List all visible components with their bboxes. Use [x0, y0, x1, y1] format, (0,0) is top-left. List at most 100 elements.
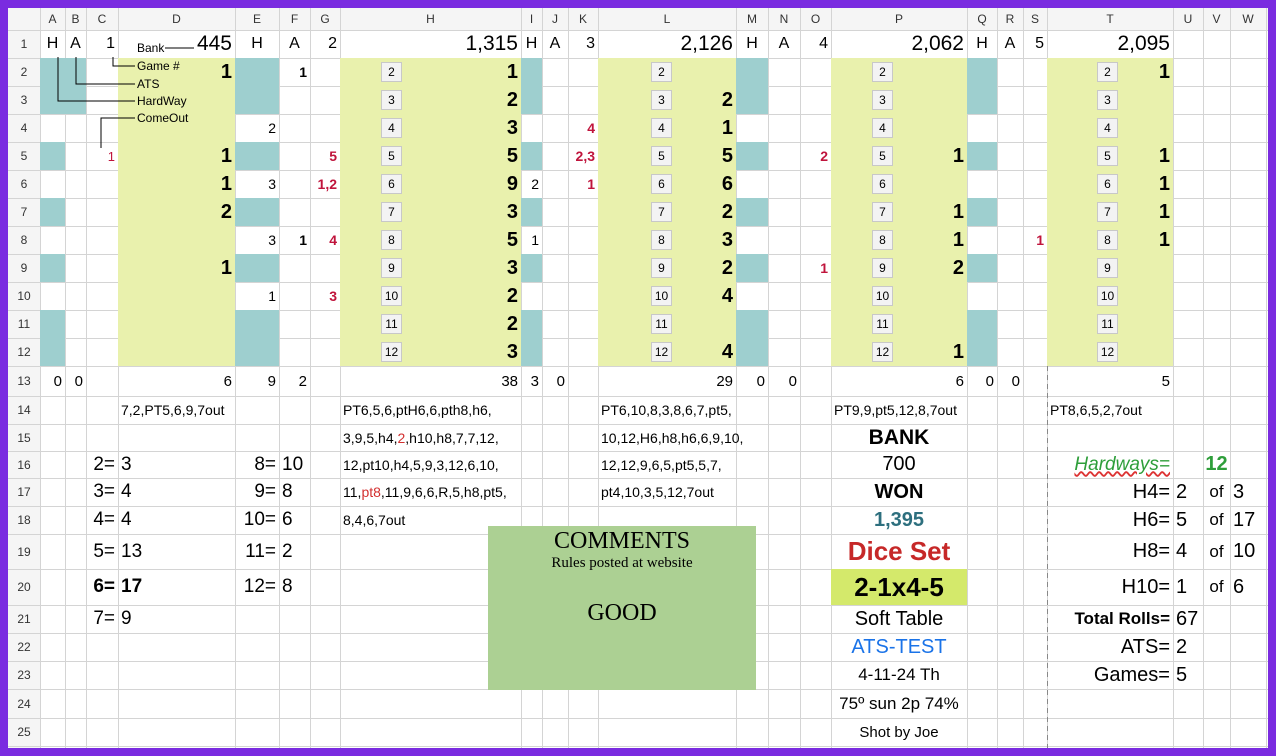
point-label: 7 [1097, 202, 1118, 222]
cell: 1 [106, 35, 115, 52]
cell: 4-11-24 Th [858, 665, 940, 684]
cell-text-part: 2 [397, 429, 406, 446]
cell: 11= [245, 540, 276, 562]
point-label: 11 [381, 314, 402, 334]
cell: 2 [298, 372, 307, 390]
point-label: 12 [1097, 342, 1118, 362]
point-label: 10 [651, 286, 672, 306]
cell: 5 [506, 144, 518, 167]
cell: 3 [506, 256, 518, 279]
row-header: 13 [17, 374, 31, 388]
hardway-cell-bg [235, 254, 279, 282]
point-label: 2 [651, 62, 672, 82]
cell: PT6,10,8,3,8,6,7,pt5, [601, 402, 732, 418]
cell: 10,12,H6,h8,h6,6,9,10, [601, 429, 744, 446]
point-label: 6 [381, 174, 402, 194]
hardway-cell-bg [736, 338, 768, 366]
cell: 3= [93, 481, 115, 502]
cell: of [1209, 510, 1224, 529]
point-label: 8 [651, 230, 672, 250]
point-label: 7 [651, 202, 672, 222]
column-header: S [1030, 12, 1039, 26]
cell: 2,3 [575, 148, 595, 164]
column-header: R [1005, 12, 1015, 26]
cell: H10= [1121, 575, 1170, 598]
comments-text: GOOD [587, 600, 657, 626]
cell: 2 [1176, 635, 1188, 658]
cell: 1 [721, 116, 733, 139]
column-header: B [71, 12, 80, 26]
row-header: 18 [17, 513, 31, 527]
cell: 6 [955, 372, 964, 390]
cell: 2,062 [911, 32, 964, 55]
comments-subtitle: Rules posted at website [551, 555, 693, 571]
hardway-cell-bg [736, 310, 768, 338]
point-label: 4 [872, 118, 893, 138]
bank-label: Bank [137, 41, 165, 55]
cell: BANK [868, 425, 930, 449]
cell: Soft Table [854, 607, 944, 630]
column-header: G [320, 12, 330, 26]
cell: 17 [1233, 508, 1256, 531]
cell-text-part: pt8 [361, 484, 381, 500]
cell: 1 [1158, 228, 1170, 251]
cell: of [1209, 482, 1224, 501]
cell: pt4,10,3,5,12,7out [601, 484, 714, 500]
hardway-cell-bg [967, 338, 997, 366]
cell: 1 [952, 340, 964, 363]
cell: H4= [1132, 480, 1170, 503]
cell: 1 [587, 176, 595, 192]
cell: 12 [1205, 453, 1228, 475]
cell: 9 [267, 372, 276, 390]
cell: 2 [268, 120, 276, 136]
cell: of [1209, 577, 1224, 596]
cell: 1 [1176, 575, 1188, 598]
cell: 1 [506, 60, 518, 83]
cell: 12,pt10,h4,5,9,3,12,6,10, [343, 456, 499, 473]
point-label: 4 [651, 118, 672, 138]
cell: WON [874, 480, 924, 503]
row-header-bar [8, 8, 40, 748]
hardway-cell-bg [967, 310, 997, 338]
cell: 6 [282, 509, 293, 530]
point-label: 8 [872, 230, 893, 250]
cell: 1 [952, 228, 964, 251]
cell: 4 [721, 340, 733, 363]
cell: 10= [243, 509, 276, 530]
cell: 1 [220, 256, 232, 279]
row-header: 21 [17, 612, 31, 626]
point-label: 6 [1097, 174, 1118, 194]
cell: 1,2 [317, 176, 337, 192]
row-header: 3 [20, 93, 28, 107]
point-label: 6 [651, 174, 672, 194]
hardway-cell-bg [40, 86, 65, 114]
cell: H6= [1132, 508, 1170, 531]
cell: 8= [254, 453, 276, 475]
cell: 10 [1233, 540, 1256, 562]
hardway-cell-bg [521, 86, 542, 114]
cell: 5 [329, 148, 337, 164]
column-header: C [97, 12, 107, 26]
point-label: 6 [872, 174, 893, 194]
point-label: 10 [381, 286, 402, 306]
cell: 1 [268, 288, 276, 304]
point-label: 10 [1097, 286, 1118, 306]
point-label: 7 [381, 202, 402, 222]
cell: 5 [1176, 508, 1188, 531]
cell: 4 [121, 481, 132, 502]
cell: 6= [93, 576, 115, 597]
game-block-bg [831, 58, 967, 366]
point-label: 9 [651, 258, 672, 278]
cell: 1 [299, 64, 307, 80]
point-label: 2 [872, 62, 893, 82]
cell: 17 [121, 576, 143, 597]
cell: 2 [1176, 480, 1188, 503]
point-label: 12 [381, 342, 402, 362]
cell: 0 [53, 372, 62, 390]
comeout-label: ComeOut [137, 111, 189, 125]
cell: 2 [721, 200, 733, 223]
hardway-cell-bg [40, 198, 65, 226]
hardway-cell-bg [40, 338, 65, 366]
